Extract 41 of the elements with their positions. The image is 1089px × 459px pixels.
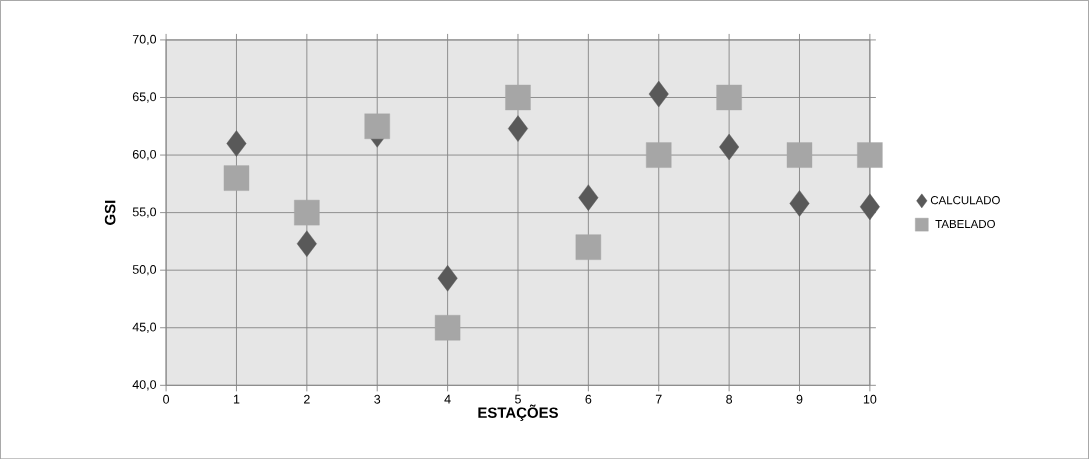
x-axis-title: ESTAÇÕES bbox=[478, 404, 558, 421]
x-tick-label: 9 bbox=[796, 394, 803, 404]
point bbox=[789, 190, 810, 217]
point bbox=[646, 142, 672, 168]
point bbox=[226, 130, 247, 157]
x-tick-label: 4 bbox=[444, 394, 451, 404]
point bbox=[364, 113, 390, 139]
y-tick-label: 70,0 bbox=[132, 34, 157, 45]
x-tick-label: 0 bbox=[163, 394, 170, 404]
y-tick-label: 50,0 bbox=[132, 264, 157, 276]
x-tick-label: 7 bbox=[655, 394, 662, 404]
legend-label: CALCULADO bbox=[930, 195, 1000, 205]
point bbox=[296, 230, 317, 257]
x-tick-label: 3 bbox=[374, 394, 381, 404]
x-tick-label: 5 bbox=[515, 394, 521, 404]
y-tick-label: 60,0 bbox=[132, 149, 157, 161]
point bbox=[857, 142, 883, 168]
point bbox=[294, 199, 320, 226]
y-tick-label: 40,0 bbox=[132, 380, 157, 391]
x-tick-label: 6 bbox=[585, 394, 592, 404]
point bbox=[786, 142, 813, 168]
point bbox=[648, 80, 669, 108]
x-tick-label: 2 bbox=[304, 394, 310, 404]
legend-label: TABELADO bbox=[935, 219, 995, 228]
x-tick-label: 10 bbox=[863, 394, 877, 404]
point bbox=[716, 84, 742, 111]
point bbox=[434, 314, 461, 341]
point bbox=[578, 184, 599, 211]
y-axis-title: GSI bbox=[104, 200, 116, 225]
y-tick-label: 45,0 bbox=[132, 322, 157, 333]
point bbox=[437, 264, 458, 292]
point bbox=[223, 165, 250, 191]
x-tick-label: 8 bbox=[726, 394, 733, 404]
y-tick-label: 65,0 bbox=[132, 92, 157, 103]
point bbox=[505, 84, 531, 111]
x-tick-label: 1 bbox=[233, 394, 240, 404]
point bbox=[575, 234, 602, 260]
point bbox=[508, 115, 528, 142]
point bbox=[859, 193, 880, 220]
y-tick-label: 55,0 bbox=[132, 207, 157, 218]
point bbox=[719, 133, 740, 161]
